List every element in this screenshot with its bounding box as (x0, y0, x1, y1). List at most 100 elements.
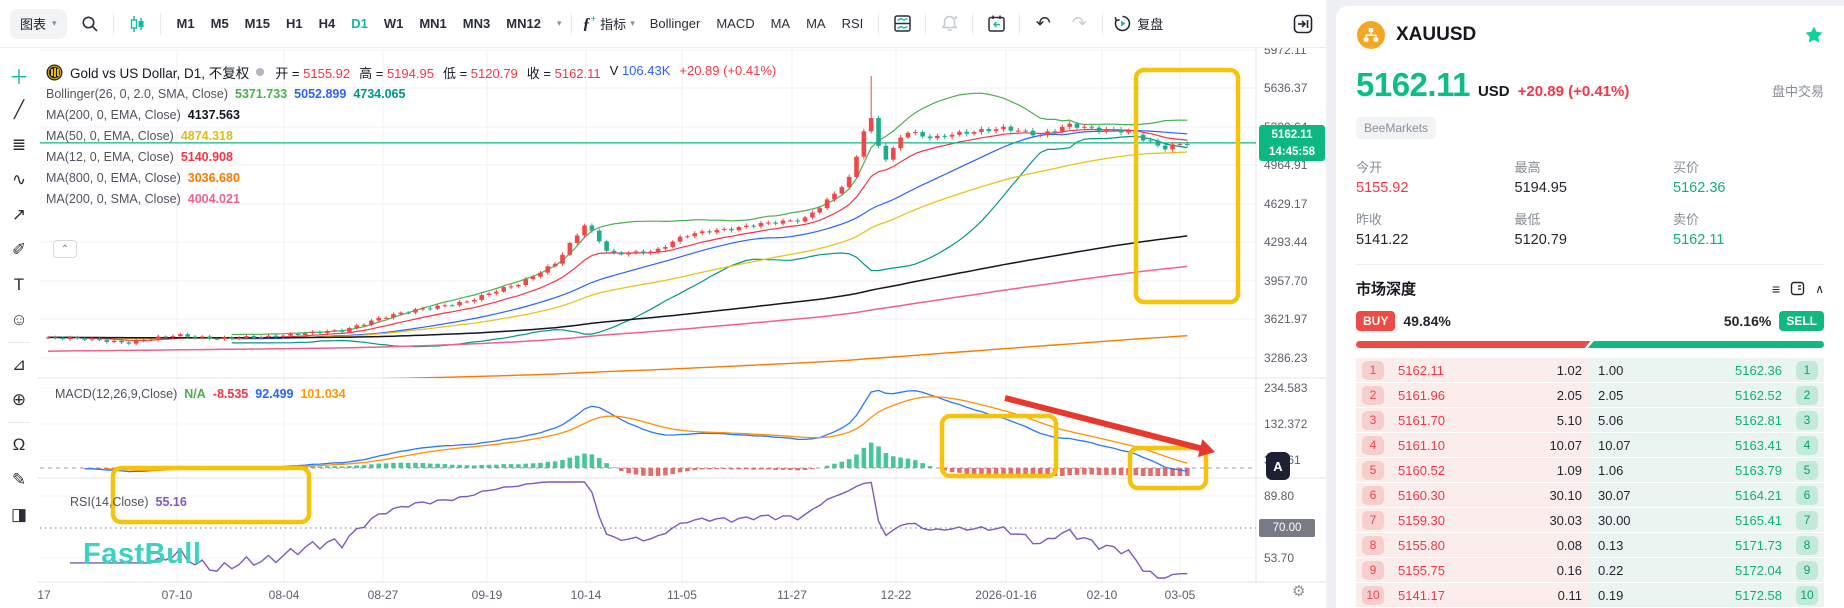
indicator-legend-row[interactable]: Bollinger(26, 0, 2.0, SMA, Close) 5371.73… (46, 87, 406, 101)
indicator-legend-row[interactable]: MA(800, 0, EMA, Close) 3036.680 (46, 171, 240, 185)
timeframe-mn1[interactable]: MN1 (419, 16, 447, 31)
zoom-in-icon[interactable]: ⊕ (11, 390, 27, 409)
lock-drawing-icon[interactable]: ✎ (11, 470, 27, 489)
broker-tag[interactable]: BeeMarkets (1356, 117, 1437, 139)
chevron-down-icon: ▾ (630, 17, 635, 28)
ohlc-item: 收 = 5162.11 (526, 65, 601, 81)
annotation-box[interactable] (1127, 445, 1209, 491)
trend-line-icon[interactable]: ╱ (13, 100, 25, 119)
y-axis-label: 3957.70 (1264, 274, 1308, 288)
annotation-box[interactable] (939, 413, 1059, 479)
y-axis-label: 53.70 (1264, 551, 1295, 565)
rsi-legend[interactable]: RSI(14,Close) 55.16 (70, 490, 187, 511)
replay-button[interactable]: 复盘 (1113, 14, 1163, 33)
depth-board-icon[interactable] (1790, 281, 1805, 296)
depth-list-icon[interactable]: ≡ (1772, 280, 1781, 297)
brush-icon[interactable]: ✐ (11, 240, 27, 259)
text-tool-icon[interactable]: T (13, 275, 25, 294)
y-axis-label: 234.583 (1264, 381, 1308, 395)
buy-sell-ratio-bar (1356, 341, 1824, 348)
timeframe-m15[interactable]: M15 (244, 16, 270, 31)
order-book-row[interactable]: 6 5160.30 30.10 30.07 5164.21 6 (1356, 483, 1824, 507)
annotation-arrow[interactable] (1004, 395, 1207, 453)
pattern-icon[interactable]: ∿ (11, 170, 27, 189)
indicator-legend-row[interactable]: MACD(12,26,9,Close) N/A -8.535 92.499 101.03… (55, 387, 346, 401)
indicator-legend-row[interactable]: RSI(14,Close) 55.16 (70, 495, 187, 509)
timeframe-w1[interactable]: W1 (383, 16, 404, 31)
x-axis-label: 11-05 (667, 588, 697, 602)
legend-collapse-button[interactable]: ⌃ (53, 240, 77, 258)
redo-icon[interactable]: ↷ (1071, 13, 1087, 33)
indicators-dropdown[interactable]: ƒ+ 指标 ▾ (582, 14, 634, 33)
chart-type-dropdown[interactable]: 图表 ▾ (10, 8, 67, 39)
order-book-row[interactable]: 5 5160.52 1.09 1.06 5163.79 5 (1356, 458, 1824, 482)
quick-indicator-rsi[interactable]: RSI (841, 16, 864, 31)
auto-scale-badge[interactable]: A (1266, 452, 1290, 480)
quick-indicator-ma[interactable]: MA (770, 16, 791, 31)
order-book-row[interactable]: 1 5162.11 1.02 1.00 5162.36 1 (1356, 358, 1824, 382)
indicators-label: 指标 (600, 16, 627, 32)
macd-legend[interactable]: MACD(12,26,9,Close) N/A -8.535 92.499 101.03… (55, 382, 346, 403)
indicator-legend-row[interactable]: MA(200, 0, SMA, Close) 4004.021 (46, 192, 240, 206)
search-icon[interactable] (77, 11, 103, 37)
order-book-row[interactable]: 2 5161.96 2.05 2.05 5162.52 2 (1356, 383, 1824, 407)
quote-stats: 今开 5155.92 最高 5194.95 买价 5162.36 昨收 5141.22 最低 51… (1356, 157, 1824, 248)
magnet-icon[interactable]: Ω (12, 435, 26, 454)
indicator-legend-row[interactable]: MA(200, 0, EMA, Close) 4137.563 (46, 108, 240, 122)
order-book-row[interactable]: 9 5155.75 0.16 0.22 5172.04 9 (1356, 558, 1824, 582)
chart-type-label: 图表 (20, 17, 47, 32)
order-book-row[interactable]: 10 5141.17 0.11 0.19 5172.58 10 (1356, 583, 1824, 607)
alert-bell-icon[interactable] (936, 11, 962, 37)
stat-最高: 最高 5194.95 (1514, 160, 1567, 196)
timeframe-d1[interactable]: D1 (351, 16, 368, 31)
undo-icon[interactable]: ↶ (1035, 13, 1051, 33)
timeframe-more-chevron-icon[interactable]: ▾ (556, 18, 562, 28)
order-book-row[interactable]: 3 5161.70 5.10 5.06 5162.81 3 (1356, 408, 1824, 432)
x-axis-label: 11-27 (777, 588, 807, 602)
order-book-row[interactable]: 4 5161.10 10.07 10.07 5163.41 4 (1356, 433, 1824, 457)
annotation-box[interactable] (110, 465, 312, 525)
chart-title[interactable]: Gold vs US Dollar, D1, 不复权 (70, 66, 250, 81)
timeframe-h4[interactable]: H4 (318, 16, 336, 31)
market-status-dot (256, 68, 265, 76)
quick-indicator-macd[interactable]: MACD (716, 16, 755, 31)
forecast-arrow-icon[interactable]: ↗ (11, 205, 27, 224)
order-book-row[interactable]: 8 5155.80 0.08 0.13 5171.73 8 (1356, 533, 1824, 557)
price-chart-canvas[interactable] (0, 0, 1326, 608)
ruler-icon[interactable]: ⊿ (11, 355, 27, 374)
price-change: +20.89 (+0.41%) (1517, 83, 1630, 100)
emoji-icon[interactable]: ☺ (10, 310, 28, 329)
timeframe-mn12[interactable]: MN12 (506, 16, 541, 31)
buy-percentage: 49.84% (1403, 313, 1451, 329)
timeframe-h1[interactable]: H1 (285, 16, 303, 31)
fib-lines-icon[interactable]: ≣ (11, 135, 27, 154)
collapse-depth-chevron-icon[interactable]: ∧ (1815, 281, 1824, 296)
quick-indicator-ma[interactable]: MA (806, 16, 826, 31)
favorite-star-icon[interactable] (1804, 25, 1824, 45)
main-pane-legend: Gold vs US Dollar, D1, 不复权 开 = 5155.92 高 … (46, 62, 776, 208)
collapse-panel-icon[interactable] (1290, 11, 1316, 37)
stat-最低: 最低 5120.79 (1514, 212, 1567, 248)
indicator-legend-row[interactable]: MA(50, 0, EMA, Close) 4874.318 (46, 129, 233, 143)
top-toolbar: 图表 ▾ M1 M5 M15 H1 H4 D1 W1 MN1 MN3 MN12 ▾ ƒ+ 指标 ▾… (0, 0, 1326, 48)
timeframe-m5[interactable]: M5 (210, 16, 229, 31)
chart-settings-gear-icon[interactable]: ⚙ (1292, 583, 1306, 600)
indicator-legend-row[interactable]: MA(12, 0, EMA, Close) 5140.908 (46, 150, 233, 164)
x-axis-label: 10-14 (570, 588, 602, 602)
quick-indicator-bollinger[interactable]: Bollinger (649, 16, 701, 31)
timeframe-m1[interactable]: M1 (176, 16, 195, 31)
eraser-icon[interactable]: ◨ (10, 505, 28, 524)
y-axis-label: 3621.97 (1264, 312, 1308, 326)
crosshair-icon[interactable]: ＋ (9, 66, 29, 89)
candlestick-style-icon[interactable] (124, 11, 150, 37)
economic-calendar-icon[interactable] (983, 11, 1009, 37)
buy-sell-ratio-row: BUY 49.84% 50.16% SELL (1356, 311, 1824, 331)
session-status: 盘中交易 (1771, 84, 1824, 99)
ohlc-item: 开 = 5155.92 (275, 65, 351, 81)
x-axis-label: 09-19 (471, 588, 503, 602)
chart-layout-icon[interactable] (889, 11, 915, 37)
timeframe-mn3[interactable]: MN3 (462, 16, 491, 31)
annotation-box[interactable] (1133, 67, 1241, 305)
order-book-row[interactable]: 7 5159.30 30.03 30.00 5165.41 7 (1356, 508, 1824, 532)
